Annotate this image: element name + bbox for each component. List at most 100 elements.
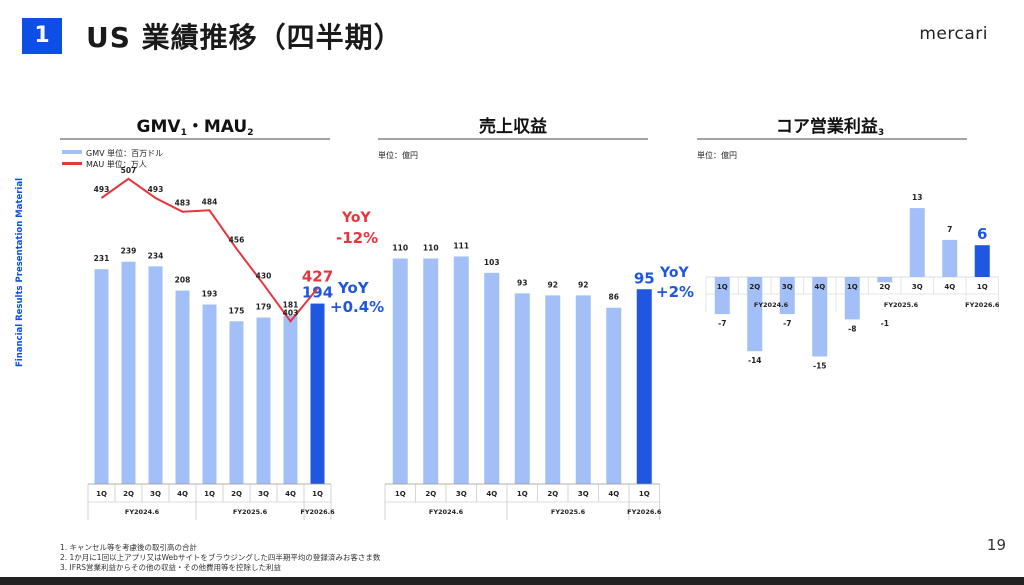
mau-legend-label: MAU 単位：万人 [86, 159, 147, 169]
revenue-fy-label: FY2026.6 [627, 508, 662, 516]
revenue-bar [453, 256, 469, 484]
gmv-tick-label: 4Q [285, 490, 296, 498]
revenue-data-label: 111 [453, 241, 469, 250]
gmv-legend-swatch [62, 150, 82, 154]
revenue-tick-label: 1Q [517, 490, 528, 498]
core-tick-label: 4Q [814, 283, 825, 291]
revenue-data-label: 86 [609, 293, 619, 302]
gmv-yoy-value: +0.4% [330, 298, 384, 316]
mau-data-label: 483 [175, 199, 191, 208]
revenue-tick-label: 1Q [395, 490, 406, 498]
core-bar [909, 208, 925, 277]
core-data-label: 7 [947, 225, 952, 234]
gmv-tick-label: 1Q [312, 490, 323, 498]
revenue-data-label: 110 [392, 244, 408, 253]
gmv-tick-label: 2Q [123, 490, 134, 498]
revenue-bar [392, 258, 408, 484]
core-tick-label: 2Q [749, 283, 760, 291]
revenue-bar [514, 293, 530, 484]
gmv-tick-label: 1Q [96, 490, 107, 498]
revenue-data-label: 110 [423, 244, 439, 253]
revenue-bar [423, 258, 439, 484]
mau-highlight-label: 427 [302, 267, 333, 285]
revenue-data-label: 92 [578, 280, 588, 289]
core-fy-label: FY2025.6 [884, 301, 919, 309]
revenue-yoy-label: YoY [659, 265, 689, 281]
gmv-bar [121, 261, 136, 484]
gmv-fy-label: FY2025.6 [233, 508, 268, 516]
gmv-fy-label: FY2024.6 [125, 508, 160, 516]
footnote-2: 2. 1か月に1回以上アプリ又はWebサイトをブラウジングした四半期平均の登録済… [60, 553, 381, 562]
core-data-label: -14 [748, 356, 762, 365]
gmv-data-label: 231 [94, 254, 110, 263]
mau-legend-swatch [62, 162, 82, 165]
gmv-bar [283, 315, 298, 484]
core-op-unit: 単位：億円 [697, 150, 737, 160]
footnote-1: 1. キャンセル等を考慮後の取引高の合計 [60, 543, 198, 552]
revenue-tick-label: 4Q [486, 490, 497, 498]
revenue-yoy-value: +2% [656, 283, 694, 301]
core-bar [779, 277, 795, 315]
core-bar [812, 277, 828, 357]
page-number: 19 [986, 536, 1006, 554]
core-op-chart: -7 1Q -14 2Q -7 3Q -15 4Q -8 1Q -1 2Q 13 3Q 7 4Q 6 1Q FY20… [705, 193, 1000, 371]
core-op-title: コア営業利益3 [776, 116, 884, 138]
gmv-data-label: 179 [256, 303, 272, 312]
gmv-tick-label: 3Q [258, 490, 269, 498]
mau-yoy-value: -12% [336, 229, 378, 247]
core-tick-label: 2Q [879, 283, 890, 291]
gmv-bar-highlight [310, 303, 325, 484]
revenue-data-label: 92 [548, 280, 558, 289]
bottom-bar [0, 577, 1024, 585]
gmv-data-label: 181 [283, 301, 299, 310]
core-fy-label: FY2024.6 [754, 301, 789, 309]
revenue-bar [575, 295, 591, 484]
revenue-tick-label: 1Q [639, 490, 650, 498]
core-data-label: -15 [813, 362, 827, 371]
gmv-bar [229, 321, 244, 484]
gmv-fy-label: FY2026.6 [300, 508, 335, 516]
core-highlight-label: 6 [977, 225, 987, 243]
core-tick-label: 1Q [977, 283, 988, 291]
gmv-mau-title: GMV1・MAU2 [137, 117, 254, 138]
section-badge: 1 [22, 18, 62, 54]
gmv-bar [148, 266, 163, 484]
core-tick-label: 3Q [782, 283, 793, 291]
revenue-bar [484, 272, 500, 484]
gmv-data-label: 234 [148, 251, 164, 260]
revenue-fy-label: FY2025.6 [551, 508, 586, 516]
gmv-bar [256, 317, 271, 484]
core-bar-highlight [974, 245, 990, 277]
page-title: US 業績推移（四半期） [86, 21, 403, 54]
gmv-tick-label: 3Q [150, 490, 161, 498]
mau-yoy-label: YoY [341, 210, 371, 226]
mau-data-label: 403 [283, 308, 299, 317]
revenue-data-label: 103 [484, 258, 500, 267]
revenue-bar [606, 307, 622, 484]
mau-line [100, 177, 319, 323]
gmv-data-label: 193 [202, 290, 218, 299]
core-data-label: -1 [881, 319, 889, 328]
footnote-3: 3. IFRS営業利益からその他の収益・その他費用等を控除した利益 [60, 563, 282, 572]
gmv-data-label: 175 [229, 306, 245, 315]
gmv-bar [175, 290, 190, 484]
mau-data-label: 507 [121, 166, 137, 175]
core-bar [844, 277, 860, 320]
revenue-tick-label: 3Q [456, 490, 467, 498]
core-bar [714, 277, 730, 315]
revenue-tick-label: 3Q [578, 490, 589, 498]
mau-data-label: 493 [94, 185, 110, 194]
gmv-tick-label: 4Q [177, 490, 188, 498]
core-data-label: -7 [783, 319, 791, 328]
gmv-data-label: 239 [121, 247, 137, 256]
gmv-bar [94, 269, 109, 484]
core-tick-label: 3Q [912, 283, 923, 291]
revenue-bar-highlight [636, 289, 652, 484]
gmv-legend-label: GMV 単位：百万ドル [86, 148, 163, 158]
gmv-tick-label: 1Q [204, 490, 215, 498]
revenue-fy-label: FY2024.6 [429, 508, 464, 516]
revenue-tick-label: 2Q [425, 490, 436, 498]
revenue-highlight-label: 95 [634, 269, 655, 287]
